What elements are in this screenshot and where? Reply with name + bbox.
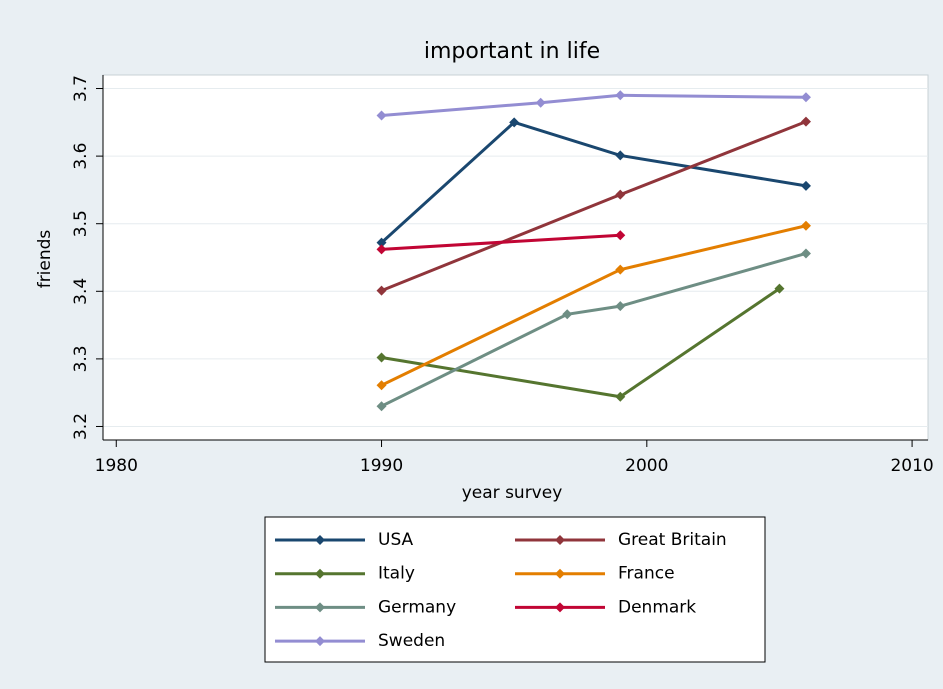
- legend-label: Denmark: [618, 597, 696, 617]
- point: [376, 285, 387, 296]
- legend-marker: [315, 602, 325, 613]
- point: [615, 264, 626, 275]
- legend-label: Sweden: [378, 631, 445, 651]
- point: [615, 90, 626, 101]
- series-line: [381, 93, 806, 118]
- point: [509, 117, 520, 128]
- y-axis-label: friends: [35, 230, 55, 289]
- x-axis-label: year survey: [462, 483, 563, 503]
- legend-marker: [555, 535, 565, 545]
- x-tick-label: 1980: [95, 456, 138, 476]
- point: [376, 237, 387, 248]
- legend-marker: [315, 568, 325, 579]
- x-tick-label: 2000: [625, 456, 668, 476]
- point: [376, 401, 387, 412]
- point: [615, 189, 626, 200]
- series-line: [380, 252, 807, 408]
- legend-label: France: [618, 564, 675, 584]
- x-tick-label: 2010: [890, 456, 933, 476]
- series-line: [381, 233, 621, 251]
- y-tick-label: 3.7: [71, 75, 91, 102]
- y-tick-label: 3.3: [71, 345, 91, 372]
- legend-marker: [315, 636, 325, 647]
- y-tick-label: 3.4: [71, 278, 91, 305]
- point: [615, 301, 626, 312]
- legend-label: Great Britain: [618, 530, 727, 550]
- series-line: [380, 120, 807, 244]
- point: [615, 391, 626, 402]
- point: [800, 180, 811, 191]
- point: [800, 116, 811, 127]
- x-tick-label: 1990: [360, 456, 403, 476]
- legend-marker: [315, 535, 325, 545]
- point: [774, 283, 785, 294]
- legend-label: Italy: [378, 564, 415, 584]
- point: [376, 244, 387, 255]
- chart-title: important in life: [424, 39, 600, 64]
- point: [615, 230, 626, 241]
- point: [800, 248, 811, 259]
- point: [376, 110, 387, 121]
- y-tick-label: 3.6: [71, 143, 91, 170]
- plot-area: [102, 74, 929, 441]
- point: [800, 92, 811, 103]
- legend-label: USA: [378, 530, 414, 550]
- legend-marker: [555, 602, 565, 613]
- legend-label: Germany: [378, 597, 456, 617]
- point: [800, 220, 811, 231]
- point: [535, 97, 546, 108]
- y-tick-label: 3.2: [71, 413, 91, 440]
- point: [376, 380, 387, 391]
- legend-marker: [555, 568, 565, 579]
- point: [376, 352, 387, 363]
- point: [562, 309, 573, 320]
- y-tick-label: 3.5: [71, 210, 91, 237]
- point: [615, 150, 626, 161]
